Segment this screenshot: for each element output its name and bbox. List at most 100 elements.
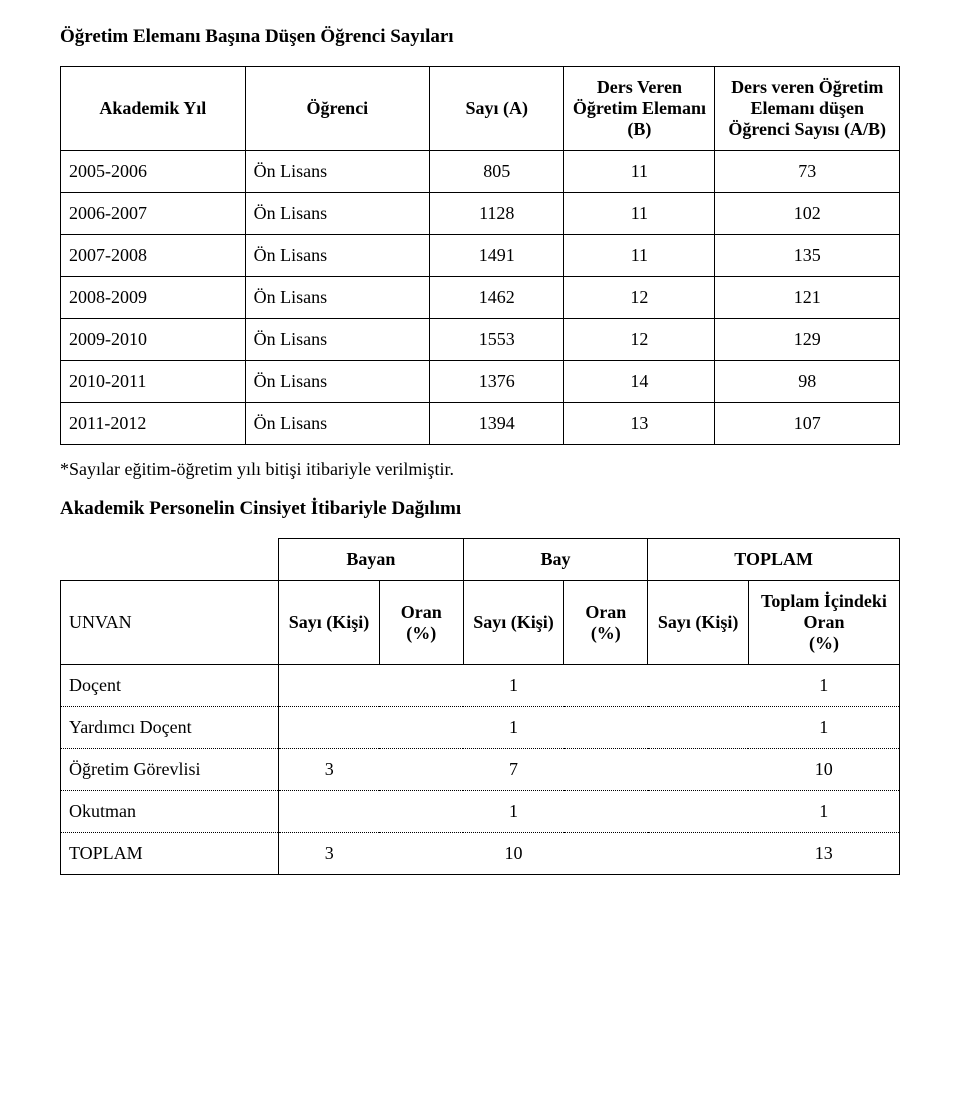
th-faculty-b: Ders Veren Öğretim Elemanı (B)	[564, 67, 715, 151]
th-bayan-oran: Oran (%)	[379, 581, 463, 665]
cell-bay-s: 1	[463, 707, 564, 749]
cell-b: 11	[564, 193, 715, 235]
cell-a: 805	[430, 151, 564, 193]
table-row: 2007-2008 Ön Lisans 1491 11 135	[61, 235, 900, 277]
cell-a: 1394	[430, 403, 564, 445]
cell-bayan-o	[379, 833, 463, 875]
table-row: 2010-2011 Ön Lisans 1376 14 98	[61, 361, 900, 403]
th-academic-year: Akademik Yıl	[61, 67, 246, 151]
table-row: Öğretim Görevlisi 3 7 10	[61, 749, 900, 791]
cell-top-s	[648, 665, 749, 707]
cell-top-o: 1	[748, 665, 899, 707]
cell-top-s	[648, 707, 749, 749]
cell-ab: 73	[715, 151, 900, 193]
cell-bay-s: 1	[463, 665, 564, 707]
th-count-a: Sayı (A)	[430, 67, 564, 151]
cell-bay-o	[564, 665, 648, 707]
th-bay-sayi: Sayı (Kişi)	[463, 581, 564, 665]
cell-unvan: Okutman	[61, 791, 279, 833]
col-header-row: UNVAN Sayı (Kişi) Oran (%) Sayı (Kişi) O…	[61, 581, 900, 665]
cell-unvan: Öğretim Görevlisi	[61, 749, 279, 791]
table-row: 2008-2009 Ön Lisans 1462 12 121	[61, 277, 900, 319]
cell-bay-s: 10	[463, 833, 564, 875]
cell-a: 1491	[430, 235, 564, 277]
cell-top-s	[648, 833, 749, 875]
th-bay: Bay	[463, 539, 648, 581]
cell-year: 2005-2006	[61, 151, 246, 193]
cell-type: Ön Lisans	[245, 403, 430, 445]
cell-b: 11	[564, 151, 715, 193]
cell-ab: 129	[715, 319, 900, 361]
cell-bay-o	[564, 833, 648, 875]
th-toplam: TOPLAM	[648, 539, 900, 581]
th-toplam-oran: Toplam İçindeki Oran (%)	[748, 581, 899, 665]
cell-top-o: 13	[748, 833, 899, 875]
table-row: 2005-2006 Ön Lisans 805 11 73	[61, 151, 900, 193]
table-row: 2011-2012 Ön Lisans 1394 13 107	[61, 403, 900, 445]
th-student: Öğrenci	[245, 67, 430, 151]
cell-unvan: Yardımcı Doçent	[61, 707, 279, 749]
title-gender-distribution: Akademik Personelin Cinsiyet İtibariyle …	[60, 498, 900, 520]
cell-a: 1553	[430, 319, 564, 361]
cell-ab: 135	[715, 235, 900, 277]
cell-b: 11	[564, 235, 715, 277]
table-row: 2006-2007 Ön Lisans 1128 11 102	[61, 193, 900, 235]
cell-type: Ön Lisans	[245, 193, 430, 235]
cell-year: 2006-2007	[61, 193, 246, 235]
cell-bayan-s: 3	[279, 833, 380, 875]
table-gender-distribution: Bayan Bay TOPLAM UNVAN Sayı (Kişi) Oran …	[60, 538, 900, 875]
cell-top-o: 1	[748, 707, 899, 749]
cell-bayan-s	[279, 791, 380, 833]
th-bayan: Bayan	[279, 539, 464, 581]
th-blank	[61, 539, 279, 581]
group-header-row: Bayan Bay TOPLAM	[61, 539, 900, 581]
cell-bayan-s	[279, 665, 380, 707]
cell-bay-o	[564, 791, 648, 833]
cell-bayan-s: 3	[279, 749, 380, 791]
cell-bay-s: 1	[463, 791, 564, 833]
table-header-row: Akademik Yıl Öğrenci Sayı (A) Ders Veren…	[61, 67, 900, 151]
th-toplam-oran-line2: (%)	[809, 633, 839, 653]
cell-a: 1128	[430, 193, 564, 235]
cell-type: Ön Lisans	[245, 319, 430, 361]
th-bay-oran: Oran (%)	[564, 581, 648, 665]
cell-bayan-o	[379, 665, 463, 707]
cell-type: Ön Lisans	[245, 277, 430, 319]
title-students-per-faculty: Öğretim Elemanı Başına Düşen Öğrenci Say…	[60, 26, 900, 48]
cell-bayan-o	[379, 749, 463, 791]
cell-type: Ön Lisans	[245, 361, 430, 403]
cell-ab: 107	[715, 403, 900, 445]
cell-year: 2008-2009	[61, 277, 246, 319]
cell-unvan: Doçent	[61, 665, 279, 707]
cell-top-o: 10	[748, 749, 899, 791]
cell-unvan: TOPLAM	[61, 833, 279, 875]
table-row: 2009-2010 Ön Lisans 1553 12 129	[61, 319, 900, 361]
footnote: *Sayılar eğitim-öğretim yılı bitişi itib…	[60, 459, 900, 480]
page: Öğretim Elemanı Başına Düşen Öğrenci Say…	[0, 0, 960, 915]
cell-ab: 121	[715, 277, 900, 319]
cell-bayan-o	[379, 791, 463, 833]
table-row: Okutman 1 1	[61, 791, 900, 833]
cell-b: 12	[564, 277, 715, 319]
cell-b: 13	[564, 403, 715, 445]
th-unvan: UNVAN	[61, 581, 279, 665]
cell-a: 1462	[430, 277, 564, 319]
cell-ab: 98	[715, 361, 900, 403]
cell-bay-s: 7	[463, 749, 564, 791]
th-toplam-sayi: Sayı (Kişi)	[648, 581, 749, 665]
table-row: TOPLAM 3 10 13	[61, 833, 900, 875]
th-bayan-sayi: Sayı (Kişi)	[279, 581, 380, 665]
cell-year: 2011-2012	[61, 403, 246, 445]
cell-bay-o	[564, 707, 648, 749]
cell-top-o: 1	[748, 791, 899, 833]
cell-year: 2009-2010	[61, 319, 246, 361]
th-ratio-ab: Ders veren Öğretim Elemanı düşen Öğrenci…	[715, 67, 900, 151]
cell-ab: 102	[715, 193, 900, 235]
table-row: Yardımcı Doçent 1 1	[61, 707, 900, 749]
cell-b: 14	[564, 361, 715, 403]
cell-year: 2007-2008	[61, 235, 246, 277]
cell-bay-o	[564, 749, 648, 791]
cell-bayan-s	[279, 707, 380, 749]
cell-type: Ön Lisans	[245, 235, 430, 277]
cell-type: Ön Lisans	[245, 151, 430, 193]
